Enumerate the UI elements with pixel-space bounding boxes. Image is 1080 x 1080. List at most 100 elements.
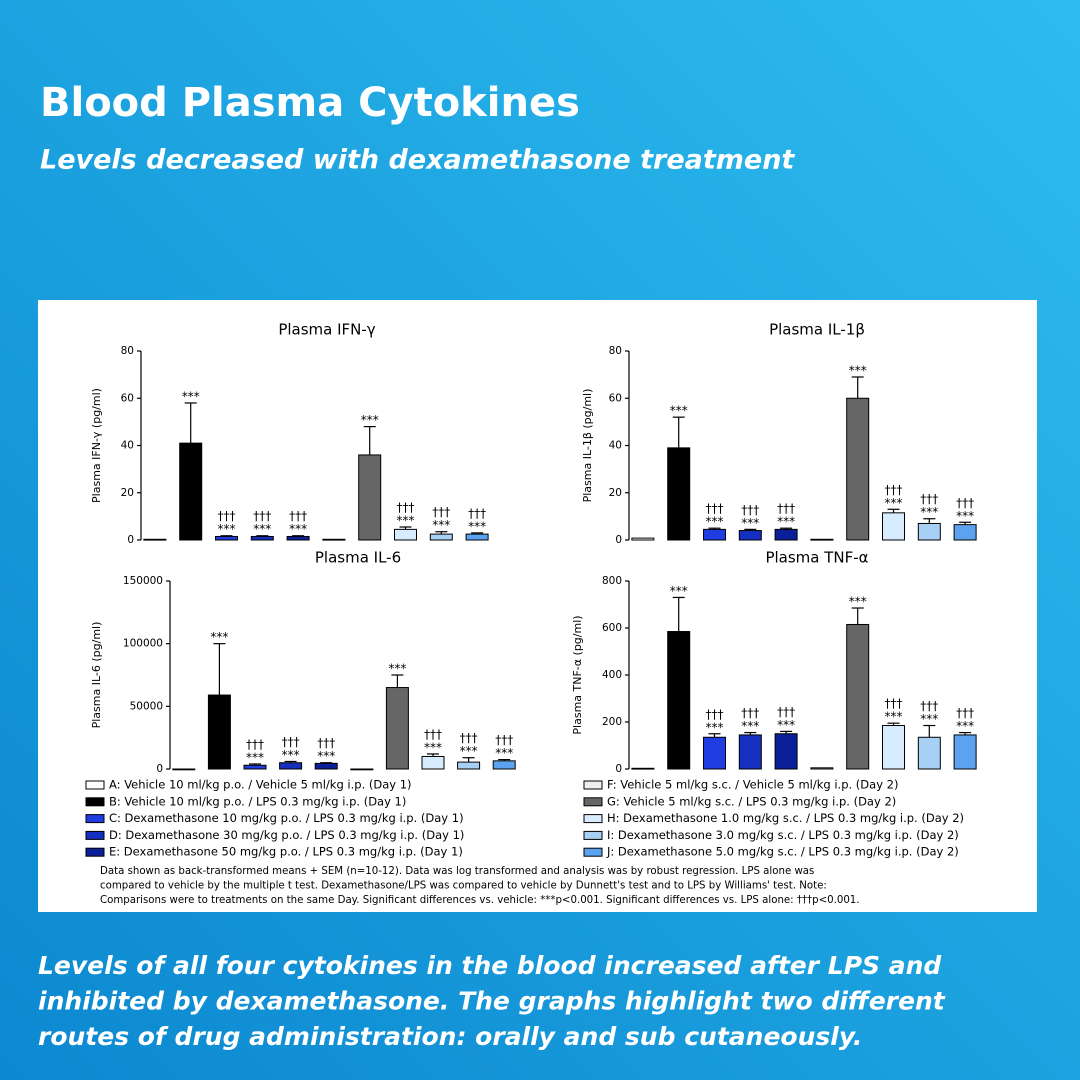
y-tick-label: 100000 bbox=[123, 638, 163, 650]
bar bbox=[703, 528, 726, 541]
significance-vs-lps: ††† bbox=[777, 502, 795, 516]
bar bbox=[631, 537, 655, 541]
bar bbox=[917, 522, 941, 541]
caption-line: Levels of all four cytokines in the bloo… bbox=[38, 951, 942, 980]
significance-vs-vehicle: *** bbox=[956, 719, 974, 733]
caption-line: routes of drug administration: orally an… bbox=[38, 1022, 862, 1051]
bar bbox=[774, 733, 798, 770]
legend-swatch bbox=[85, 814, 105, 824]
significance-vs-vehicle: *** bbox=[361, 413, 379, 427]
title: Blood Plasma Cytokines bbox=[40, 80, 580, 126]
significance-vs-vehicle: *** bbox=[849, 595, 867, 609]
bar bbox=[846, 397, 870, 541]
footnote-line: compared to vehicle by the multiple t te… bbox=[100, 881, 827, 892]
significance-vs-vehicle: *** bbox=[956, 509, 974, 523]
footnote: Data shown as back-transformed means + S… bbox=[100, 866, 860, 906]
y-tick-label: 50000 bbox=[130, 700, 163, 712]
y-tick-label: 0 bbox=[156, 763, 163, 775]
bar bbox=[667, 631, 691, 770]
significance-vs-lps: ††† bbox=[885, 483, 903, 497]
bar bbox=[143, 538, 167, 541]
caption-line: inhibited by dexamethasone. The graphs h… bbox=[38, 987, 946, 1016]
bar bbox=[917, 736, 941, 770]
bar bbox=[667, 447, 691, 541]
significance-vs-vehicle: *** bbox=[182, 389, 200, 403]
significance-vs-lps: ††† bbox=[432, 505, 450, 519]
bar bbox=[314, 762, 338, 770]
significance-vs-lps: ††† bbox=[218, 509, 236, 523]
y-tick-label: 80 bbox=[121, 345, 134, 357]
significance-vs-lps: ††† bbox=[706, 707, 724, 721]
significance-vs-vehicle: *** bbox=[246, 750, 264, 764]
bar bbox=[350, 768, 374, 771]
legend-label: C: Dexamethasone 10 mg/kg p.o. / LPS 0.3… bbox=[109, 811, 464, 825]
charts: Plasma IFN-γ Plasma IFN-γ (pg/ml) 0 20 40 60 8… bbox=[90, 321, 977, 775]
significance-vs-vehicle: *** bbox=[777, 718, 795, 732]
significance-vs-vehicle: *** bbox=[670, 404, 688, 418]
chart-title: Plasma IFN-γ bbox=[278, 321, 375, 339]
chart-title: Plasma TNF-α bbox=[765, 549, 868, 567]
significance-vs-lps: ††† bbox=[495, 733, 513, 747]
bar bbox=[250, 535, 274, 541]
legend-swatch bbox=[583, 780, 603, 790]
y-tick-label: 800 bbox=[602, 575, 622, 587]
legend-label: E: Dexamethasone 50 mg/kg p.o. / LPS 0.3… bbox=[109, 845, 463, 859]
bar bbox=[492, 760, 516, 770]
legend-swatch bbox=[85, 780, 105, 790]
bar bbox=[465, 533, 489, 541]
legend-label: G: Vehicle 5 ml/kg s.c. / LPS 0.3 mg/kg … bbox=[607, 794, 896, 808]
bar bbox=[703, 736, 726, 770]
bar bbox=[279, 762, 303, 770]
significance-vs-vehicle: *** bbox=[495, 746, 513, 760]
significance-vs-lps: ††† bbox=[741, 706, 759, 720]
significance-vs-lps: ††† bbox=[397, 501, 415, 515]
significance-vs-vehicle: *** bbox=[920, 712, 938, 726]
y-tick-label: 40 bbox=[121, 440, 134, 452]
bar bbox=[207, 694, 231, 770]
y-tick-label: 150000 bbox=[123, 575, 163, 587]
bar bbox=[457, 761, 481, 770]
bar bbox=[631, 767, 655, 770]
bar bbox=[810, 538, 834, 541]
bar bbox=[322, 538, 346, 541]
bar bbox=[358, 454, 382, 541]
bar bbox=[429, 533, 453, 541]
significance-vs-lps: ††† bbox=[956, 706, 974, 720]
significance-vs-lps: ††† bbox=[460, 731, 478, 745]
bar bbox=[738, 530, 762, 541]
y-axis-label: Plasma IL-1β (pg/ml) bbox=[581, 389, 594, 503]
bar bbox=[953, 524, 977, 541]
legend-swatch bbox=[583, 797, 603, 807]
significance-vs-vehicle: *** bbox=[432, 518, 450, 532]
legend: A: Vehicle 10 ml/kg p.o. / Vehicle 5 ml/… bbox=[85, 778, 964, 859]
significance-vs-vehicle: *** bbox=[388, 662, 406, 676]
legend-swatch bbox=[85, 797, 105, 807]
significance-vs-vehicle: *** bbox=[253, 522, 271, 536]
significance-vs-vehicle: *** bbox=[670, 584, 688, 598]
significance-vs-lps: ††† bbox=[468, 506, 486, 520]
legend-label: F: Vehicle 5 ml/kg s.c. / Vehicle 5 ml/k… bbox=[607, 778, 898, 792]
legend-label: J: Dexamethasone 5.0 mg/kg s.c. / LPS 0.… bbox=[606, 845, 959, 859]
significance-vs-vehicle: *** bbox=[468, 519, 486, 533]
significance-vs-vehicle: *** bbox=[289, 522, 307, 536]
legend-label: A: Vehicle 10 ml/kg p.o. / Vehicle 5 ml/… bbox=[109, 778, 412, 792]
significance-vs-vehicle: *** bbox=[397, 514, 415, 528]
significance-vs-lps: ††† bbox=[777, 705, 795, 719]
significance-vs-vehicle: *** bbox=[210, 630, 228, 644]
significance-vs-lps: ††† bbox=[885, 697, 903, 711]
significance-vs-vehicle: *** bbox=[741, 516, 759, 530]
bar bbox=[774, 528, 798, 541]
y-tick-label: 200 bbox=[602, 716, 622, 728]
y-tick-label: 60 bbox=[121, 392, 134, 404]
y-tick-label: 600 bbox=[602, 622, 622, 634]
significance-vs-vehicle: *** bbox=[920, 505, 938, 519]
bar bbox=[179, 442, 203, 541]
legend-swatch bbox=[583, 830, 603, 840]
bar bbox=[421, 755, 445, 770]
legend-swatch bbox=[583, 814, 603, 824]
significance-vs-lps: ††† bbox=[424, 727, 442, 741]
legend-label: B: Vehicle 10 ml/kg p.o. / LPS 0.3 mg/kg… bbox=[109, 794, 406, 808]
y-tick-label: 20 bbox=[121, 487, 134, 499]
caption: Levels of all four cytokines in the bloo… bbox=[38, 951, 946, 1051]
